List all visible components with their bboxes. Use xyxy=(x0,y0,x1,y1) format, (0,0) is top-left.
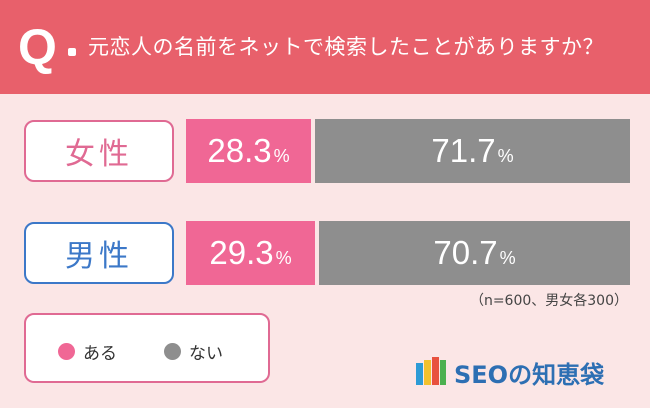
bar-row-female: 28.3% 71.7% xyxy=(186,119,630,183)
bar-segment-no: 70.7% xyxy=(319,221,630,285)
data-label-unit: % xyxy=(273,145,290,166)
data-label-unit: % xyxy=(275,247,292,268)
legend-label-no: ない xyxy=(189,344,223,364)
data-label-value: 71.7 xyxy=(431,132,496,169)
data-label-value: 29.3 xyxy=(209,234,274,271)
q-mark-dot xyxy=(68,48,76,56)
category-label-male: 男性 xyxy=(24,222,174,284)
legend-label-yes: ある xyxy=(83,344,117,364)
legend: ある ない xyxy=(24,313,270,383)
data-label-value: 70.7 xyxy=(433,234,498,271)
data-label-unit: % xyxy=(499,247,516,268)
sample-note: （n=600、男女各300） xyxy=(469,293,628,309)
bar-segment-yes: 28.3% xyxy=(186,119,311,183)
legend-swatch-no xyxy=(164,343,181,360)
question-text: 元恋人の名前をネットで検索したことがありますか？ xyxy=(88,35,604,59)
data-label-unit: % xyxy=(497,145,514,166)
data-label-value: 28.3 xyxy=(207,132,272,169)
bar-segment-yes: 29.3% xyxy=(186,221,315,285)
category-label-female: 女性 xyxy=(24,120,174,182)
brand-logo: SEOの知恵袋 xyxy=(416,354,604,390)
legend-item-yes: ある xyxy=(58,339,117,364)
brand-name: SEOの知恵袋 xyxy=(454,360,605,389)
q-mark: Q xyxy=(18,19,57,75)
legend-item-no: ない xyxy=(164,339,223,364)
question-header: Q 元恋人の名前をネットで検索したことがありますか？ xyxy=(0,0,650,94)
bar-segment-no: 71.7% xyxy=(315,119,630,183)
legend-swatch-yes xyxy=(58,343,75,360)
brand-logo-icon xyxy=(416,357,448,387)
bar-row-male: 29.3% 70.7% xyxy=(186,221,630,285)
